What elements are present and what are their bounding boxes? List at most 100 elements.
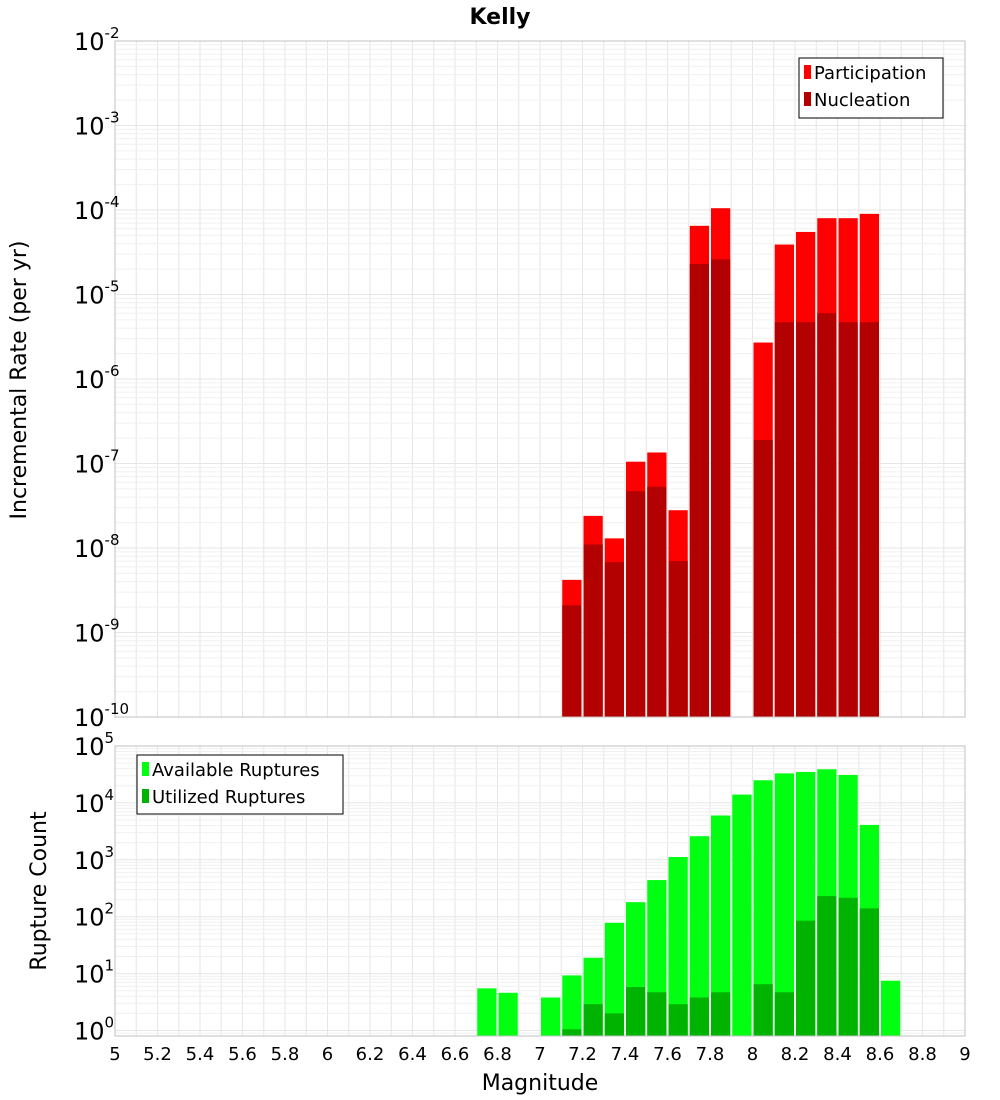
rate-bar-nucleation <box>774 322 794 717</box>
y-tick-exponent: 3 <box>105 843 115 861</box>
y-tick-base: 10 <box>74 535 105 563</box>
x-tick-label: 8.6 <box>866 1044 895 1065</box>
rate-bar-nucleation <box>668 561 688 717</box>
rate-bar-nucleation <box>689 263 709 717</box>
count-bar-utilized-ruptures <box>562 1029 582 1036</box>
rate-bar-nucleation <box>796 322 816 717</box>
count-bar-utilized-ruptures <box>817 896 837 1036</box>
x-tick-label: 6.6 <box>441 1044 470 1065</box>
x-tick-label: 8 <box>747 1044 758 1065</box>
count-bar-available-ruptures <box>562 975 582 1036</box>
x-tick-label: 5.4 <box>186 1044 215 1065</box>
y-tick-exponent: 5 <box>105 729 115 747</box>
x-tick-label: 8.2 <box>781 1044 810 1065</box>
x-tick-label: 6.2 <box>356 1044 385 1065</box>
y-tick-label: 100 <box>74 1013 114 1045</box>
rate-bar-nucleation <box>604 562 624 717</box>
rate-bar-nucleation <box>647 486 667 717</box>
count-bar-available-ruptures <box>604 922 624 1036</box>
x-tick-label: 5 <box>109 1044 120 1065</box>
count-bar-available-ruptures <box>732 794 752 1036</box>
y-tick-exponent: -9 <box>105 616 120 634</box>
legend-label: Available Ruptures <box>152 760 320 781</box>
y-tick-base: 10 <box>74 704 105 732</box>
legend-swatch <box>142 789 149 803</box>
rate-bar-nucleation <box>583 544 603 717</box>
y-tick-base: 10 <box>74 113 105 141</box>
y-tick-base: 10 <box>74 904 105 932</box>
x-tick-label: 8.4 <box>823 1044 852 1065</box>
y-tick-base: 10 <box>74 620 105 648</box>
y-tick-exponent: 4 <box>105 786 115 804</box>
legend-label: Nucleation <box>814 90 910 111</box>
x-tick-label: 8.8 <box>908 1044 937 1065</box>
legend-box <box>136 754 344 815</box>
legend-swatch <box>142 762 149 776</box>
x-tick-label: 6.8 <box>483 1044 512 1065</box>
y-tick-exponent: -2 <box>105 24 120 42</box>
legend-label: Utilized Ruptures <box>152 787 305 808</box>
x-tick-label: 5.2 <box>143 1044 172 1065</box>
y-tick-base: 10 <box>74 197 105 225</box>
count-bar-utilized-ruptures <box>859 908 879 1036</box>
x-tick-label: 7 <box>534 1044 545 1065</box>
y-tick-base: 10 <box>74 1017 105 1045</box>
y-tick-exponent: 2 <box>105 900 115 918</box>
y-tick-exponent: -10 <box>105 700 130 718</box>
y-tick-base: 10 <box>74 847 105 875</box>
y-tick-exponent: -6 <box>105 362 120 380</box>
y-tick-base: 10 <box>74 451 105 479</box>
chart-title: Kelly <box>469 5 530 30</box>
y-tick-exponent: -3 <box>105 109 120 127</box>
count-bar-available-ruptures <box>541 997 561 1036</box>
count-bar-available-ruptures <box>711 815 731 1036</box>
count-bar-available-ruptures <box>774 773 794 1036</box>
y-tick-label: 10-7 <box>74 447 120 479</box>
rate-panel-frame <box>114 40 966 718</box>
count-bar-available-ruptures <box>668 856 688 1036</box>
rate-bar-nucleation <box>562 605 582 717</box>
y-tick-base: 10 <box>74 28 105 56</box>
count-panel-bars <box>477 769 901 1036</box>
x-tick-label: 5.6 <box>228 1044 257 1065</box>
x-tick-label: 9 <box>959 1044 970 1065</box>
y-tick-base: 10 <box>74 282 105 310</box>
y-tick-base: 10 <box>74 733 105 761</box>
legend-box <box>798 57 944 119</box>
x-axis-label: Magnitude <box>482 1071 599 1096</box>
y-tick-label: 10-3 <box>74 109 120 141</box>
y-tick-exponent: -7 <box>105 447 120 465</box>
y-tick-exponent: 0 <box>105 1013 115 1031</box>
rate-legend: Participation Nucleation <box>798 57 944 119</box>
count-bar-utilized-ruptures <box>711 992 731 1036</box>
rate-panel-grid <box>114 40 966 718</box>
y-tick-exponent: 1 <box>105 957 115 975</box>
x-tick-label: 7.4 <box>611 1044 640 1065</box>
x-tick-label: 6 <box>322 1044 333 1065</box>
y-tick-label: 10-2 <box>74 24 120 56</box>
rate-bar-nucleation <box>753 439 773 717</box>
count-bar-available-ruptures <box>753 780 773 1036</box>
y-tick-label: 10-4 <box>74 193 120 225</box>
count-bar-utilized-ruptures <box>753 984 773 1036</box>
rate-bar-nucleation <box>859 322 879 717</box>
x-tick-label: 5.8 <box>271 1044 300 1065</box>
y-tick-label: 105 <box>74 729 114 761</box>
rate-bar-nucleation <box>626 491 646 717</box>
y-tick-label: 10-9 <box>74 616 120 648</box>
x-axis-ticks: 5 5.2 5.4 5.6 5.8 6 6.2 6.4 6.6 6.8 7 7.2 7.4 7.6 7.8 8… <box>109 1044 970 1065</box>
count-y-axis-label: Rupture Count <box>27 811 52 971</box>
y-tick-base: 10 <box>74 790 105 818</box>
x-tick-label: 7.6 <box>653 1044 682 1065</box>
rate-bar-nucleation <box>817 313 837 717</box>
count-bar-utilized-ruptures <box>774 992 794 1036</box>
count-legend: Available Ruptures Utilized Ruptures <box>136 754 344 815</box>
count-bar-available-ruptures <box>689 836 709 1036</box>
count-bar-available-ruptures <box>881 980 901 1036</box>
count-bar-utilized-ruptures <box>689 997 709 1036</box>
